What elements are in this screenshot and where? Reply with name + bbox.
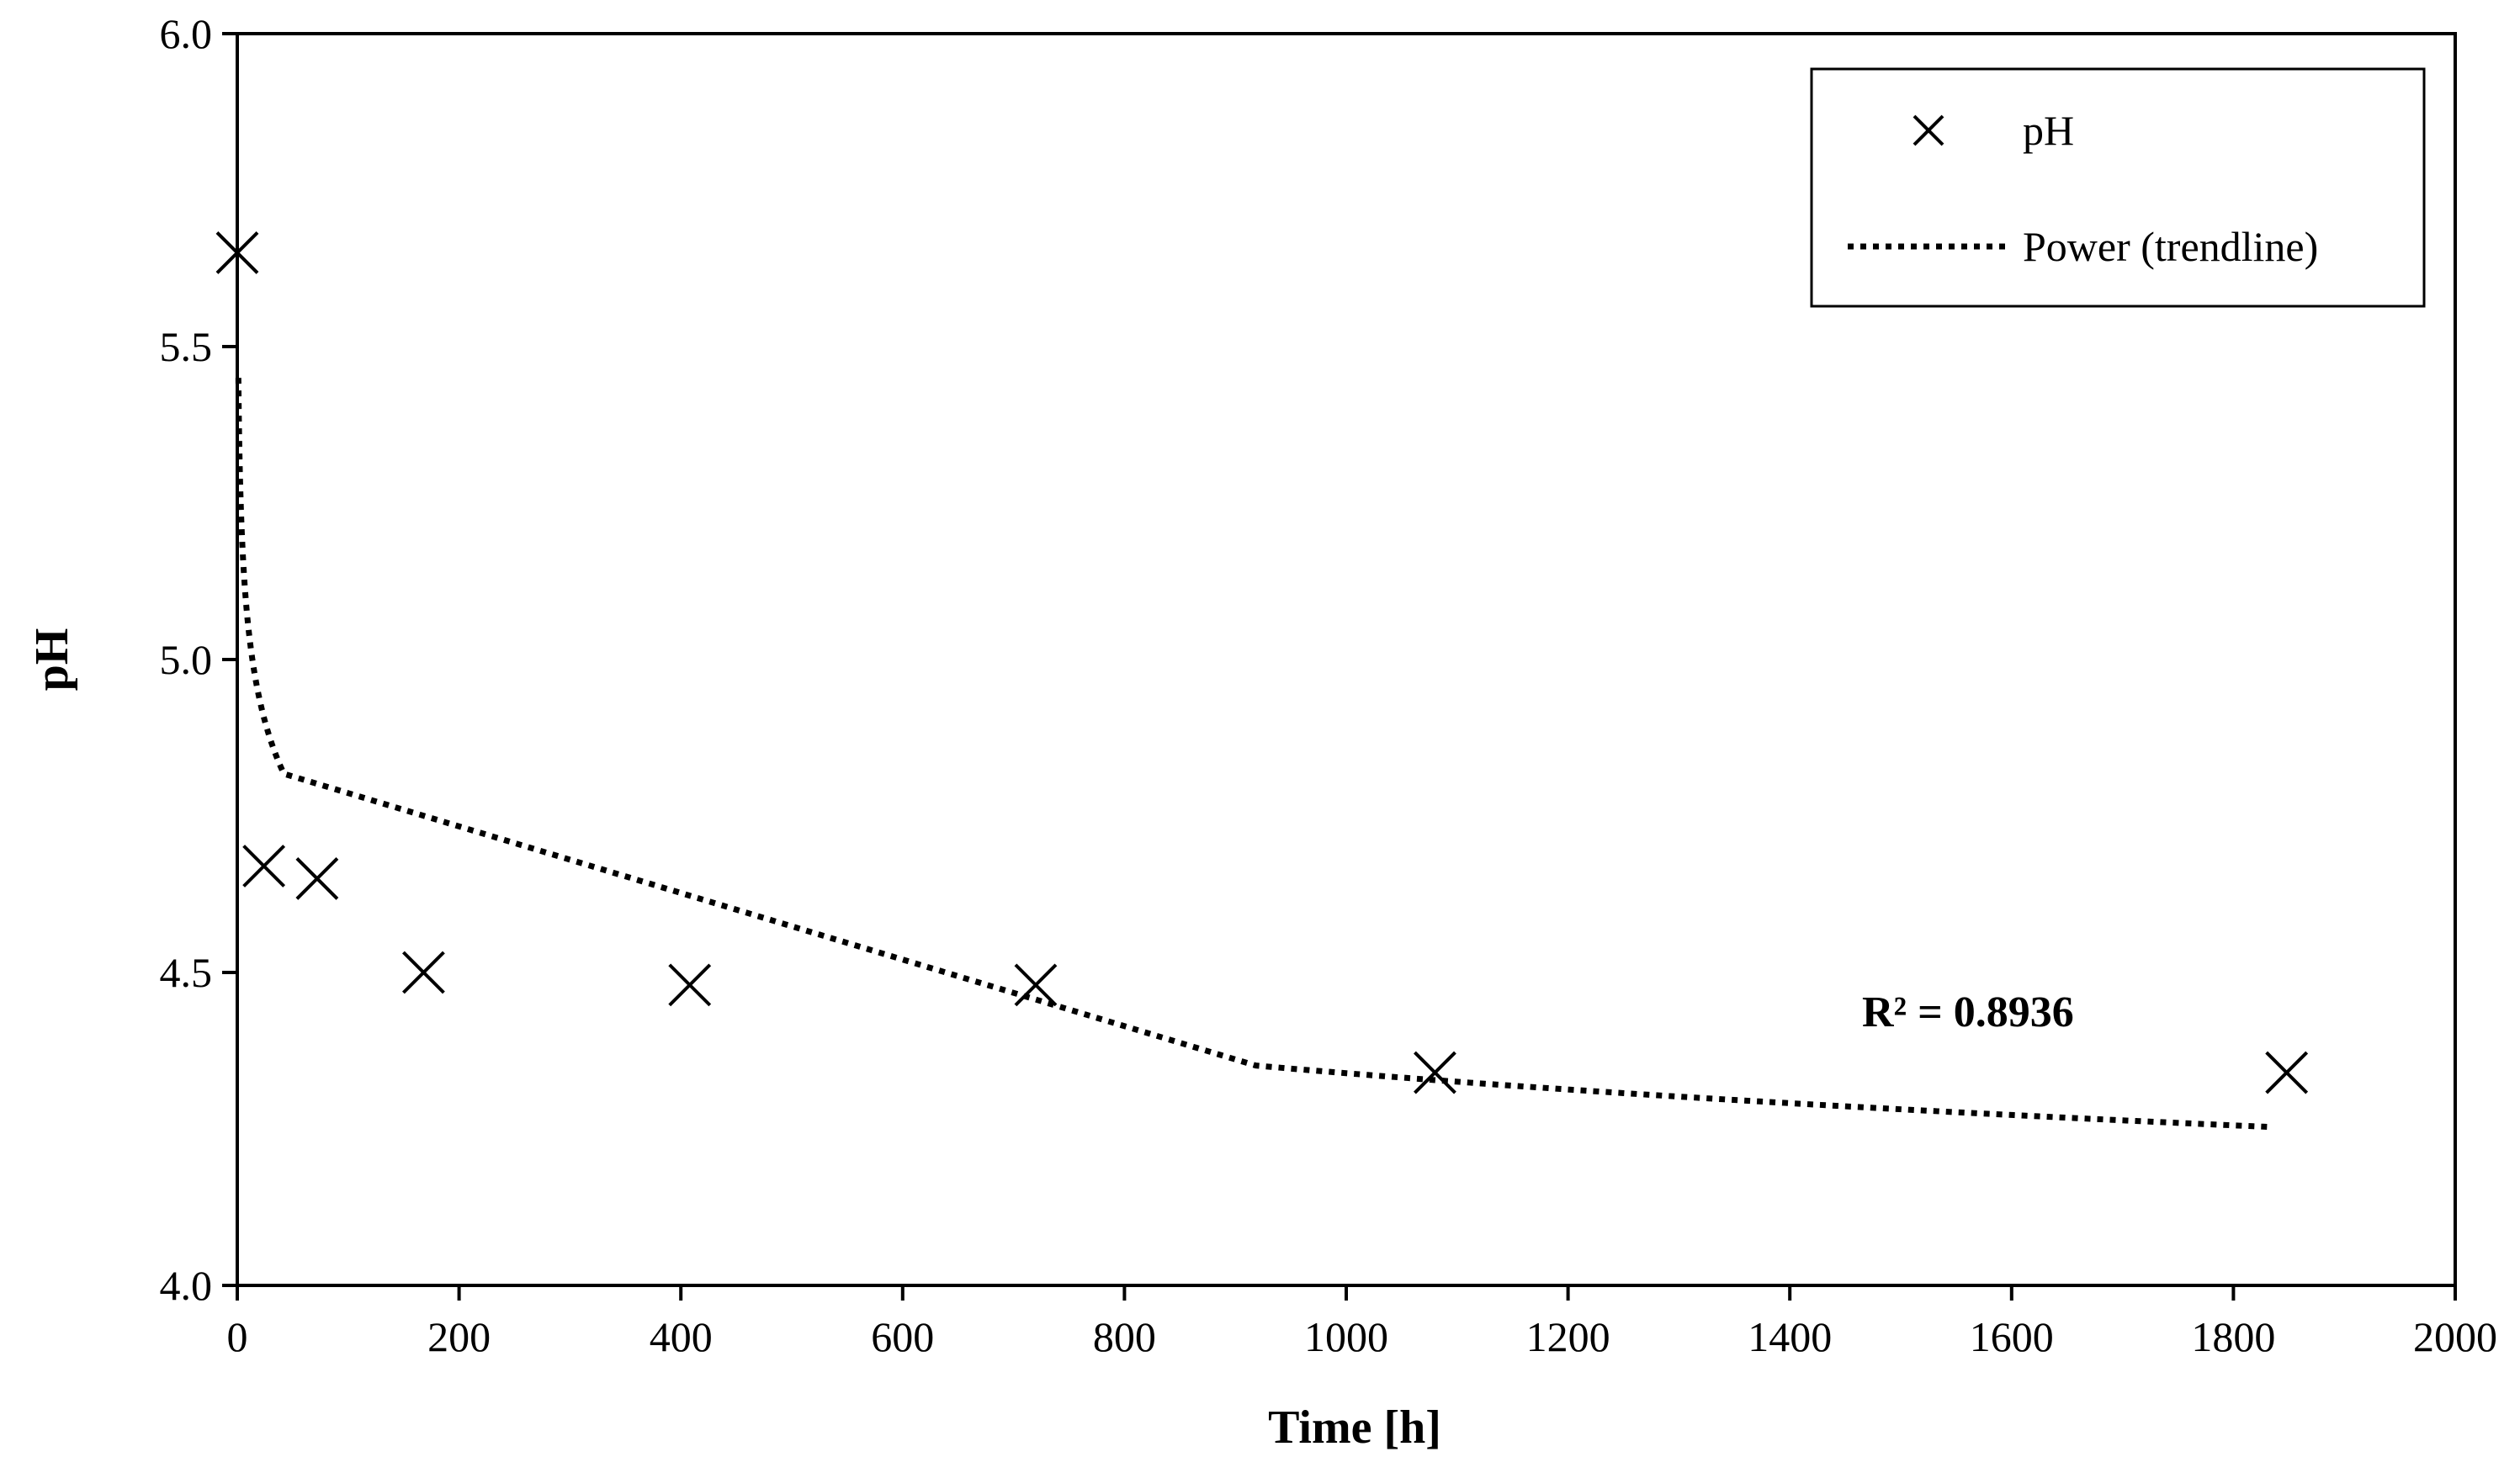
x-tick-label: 1800	[2191, 1313, 2275, 1360]
x-tick-label: 200	[427, 1313, 491, 1360]
y-axis-ticks: 4.0 4.5 5.0 5.5 6.0	[160, 10, 237, 1309]
ph-data-point	[1014, 963, 1058, 1007]
x-tick-label: 800	[1093, 1313, 1156, 1360]
legend-entry-trendline: Power (trendline)	[2023, 223, 2318, 270]
y-axis-title: pH	[26, 628, 78, 691]
x-tick-label: 0	[227, 1313, 248, 1360]
x-axis-ticks: 0 200 400 600 800 1000 1200 1400 1600 1800 2000	[227, 1285, 2497, 1360]
ph-data-point	[402, 951, 445, 994]
x-tick-label: 1000	[1304, 1313, 1388, 1360]
y-tick-label: 4.5	[160, 949, 213, 996]
ph-data-point	[668, 963, 712, 1007]
ph-data-point	[295, 856, 339, 900]
y-tick-label: 6.0	[160, 10, 213, 57]
legend: pH Power (trendline)	[1810, 67, 2426, 308]
legend-entry-ph: pH	[2023, 107, 2074, 154]
ph-markers	[215, 230, 2309, 1094]
x-tick-label: 600	[871, 1313, 934, 1360]
y-tick-label: 4.0	[160, 1262, 213, 1309]
x-tick-label: 1600	[1970, 1313, 2054, 1360]
legend-box	[1810, 67, 2426, 308]
ph-data-point	[215, 230, 259, 274]
y-tick-label: 5.0	[160, 636, 213, 683]
power-trendline	[235, 378, 2274, 1131]
ph-data-point	[1414, 1051, 1456, 1094]
legend-marker-icon	[1913, 114, 1944, 146]
r-squared-label: R² = 0.8936	[1862, 988, 2074, 1036]
y-tick-label: 5.5	[160, 323, 213, 370]
x-tick-label: 400	[650, 1313, 713, 1360]
ph-data-point	[242, 845, 286, 888]
x-axis-title: Time [h]	[1268, 1401, 1441, 1454]
ph-data-point	[2265, 1051, 2309, 1094]
x-tick-label: 2000	[2413, 1313, 2497, 1360]
x-tick-label: 1200	[1526, 1313, 1610, 1360]
x-tick-label: 1400	[1748, 1313, 1832, 1360]
